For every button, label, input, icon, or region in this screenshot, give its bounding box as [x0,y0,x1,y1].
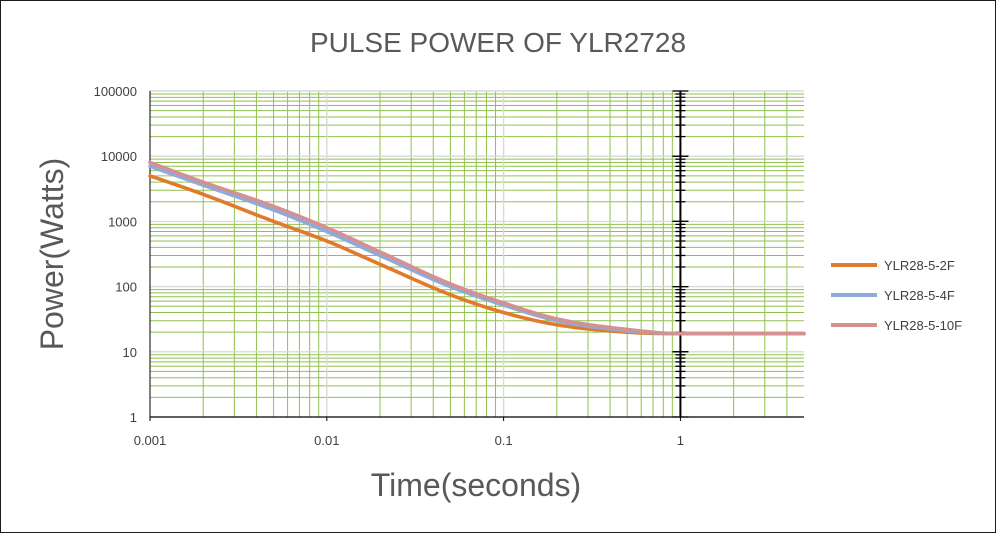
y-tick-label: 100000 [94,84,137,99]
y-axis-title: Power(Watts) [34,158,70,351]
series-lines [148,160,806,336]
legend: YLR28-5-2F YLR28-5-4F YLR28-5-10F [831,258,962,333]
y-tick-label: 1 [130,410,137,425]
minor-gridlines [150,91,804,417]
y-tick-label: 100 [115,280,137,295]
x-tick-label: 1 [677,433,684,448]
y-tick-label: 10 [123,345,137,360]
series-line [148,164,806,336]
major-gridlines [150,90,804,417]
x-tick-label: 0.1 [495,433,513,448]
y-tick-label: 10000 [101,149,137,164]
x-tick-label: 0.001 [134,433,167,448]
legend-label: YLR28-5-2F [884,258,955,273]
chart-title: PULSE POWER OF YLR2728 [310,27,686,58]
x-axis-title: Time(seconds) [371,467,581,503]
series-line [148,160,806,336]
legend-label: YLR28-5-10F [884,318,962,333]
x-tick-label: 0.01 [314,433,339,448]
tick-labels: 1 10 100 1000 10000 100000 0.001 0.01 0.1 1 [94,84,684,448]
y-tick-label: 1000 [108,214,137,229]
axes [149,90,804,421]
legend-label: YLR28-5-4F [884,288,955,303]
